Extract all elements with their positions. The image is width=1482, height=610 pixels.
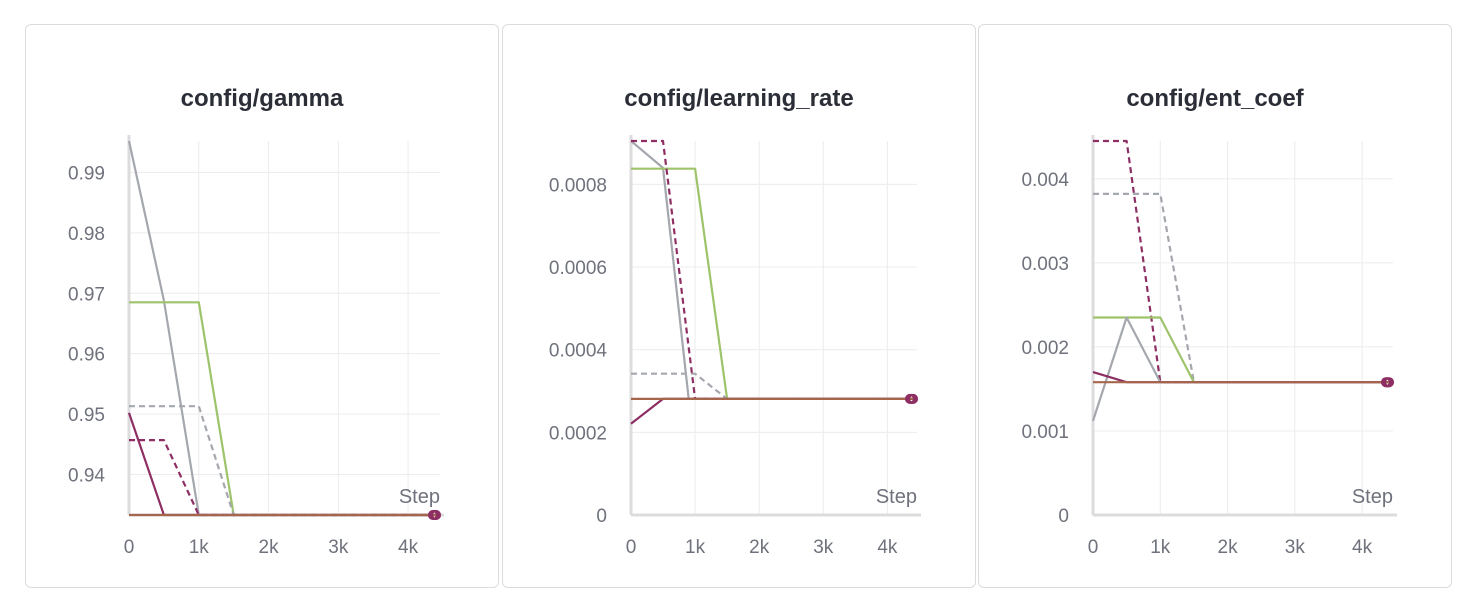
line-chart-gamma[interactable]: 0.94 0.95 0.96 0.97 0.98 0.99 0 1k 2k 3k 4k Step (26, 25, 498, 587)
y-tick-label: 0.0002 (549, 423, 607, 444)
y-tick-label: 0.95 (68, 405, 105, 426)
y-tick-label: 0.94 (68, 466, 105, 487)
y-tick-label: 0.0004 (549, 341, 608, 362)
x-tick-label: 2k (749, 537, 770, 558)
series-line[interactable] (1093, 192, 1389, 384)
x-axis-label: Step (399, 486, 440, 508)
series-line[interactable] (1092, 371, 1389, 384)
line-chart-learning-rate[interactable]: 0 0.0002 0.0004 0.0006 0.0008 0 1k 2k 3k 4k Step (503, 25, 975, 587)
series-line[interactable] (1093, 316, 1389, 384)
x-tick-label: 0 (124, 537, 135, 558)
x-tick-label: 3k (1285, 537, 1306, 558)
chart-title: config/ent_coef (1126, 85, 1304, 112)
x-tick-label: 4k (1352, 537, 1373, 558)
chart-panel-learning-rate[interactable]: config/learning_rate 0 0.0002 0.0004 0.0006… (502, 24, 976, 588)
y-tick-label: 0.001 (1021, 422, 1069, 443)
y-tick-label: 0.99 (68, 163, 105, 184)
y-tick-label: 0.004 (1021, 170, 1069, 191)
series-line[interactable] (630, 397, 913, 425)
series-line[interactable] (1091, 316, 1389, 422)
series-line[interactable] (1093, 139, 1389, 384)
chart-title: config/learning_rate (624, 85, 854, 112)
x-tick-label: 2k (1218, 537, 1239, 558)
x-tick-label: 0 (626, 537, 637, 558)
y-tick-label: 0.003 (1021, 254, 1069, 275)
x-axis-label: Step (876, 486, 917, 508)
y-tick-label: 0.0008 (549, 175, 607, 196)
series-line[interactable] (127, 140, 436, 517)
x-tick-label: 4k (398, 537, 419, 558)
series-end-marker (905, 393, 915, 404)
x-tick-label: 3k (328, 537, 349, 558)
series-line[interactable] (129, 439, 436, 517)
x-tick-label: 4k (877, 537, 898, 558)
chart-panel-ent-coef[interactable]: config/ent_coef 0 0.001 0.002 0.003 0.004 0 1k… (978, 24, 1452, 588)
y-tick-label: 0 (596, 506, 607, 527)
line-chart-ent-coef[interactable]: 0 0.001 0.002 0.003 0.004 0 1k 2k 3k 4k Step (979, 25, 1451, 587)
x-tick-label: 1k (685, 537, 706, 558)
chart-panel-gamma[interactable]: config/gamma 0.94 0.95 0.96 0.97 0.98 0.99 0 1k… (25, 24, 499, 588)
x-axis-label: Step (1352, 486, 1393, 508)
y-tick-label: 0 (1058, 506, 1069, 527)
y-tick-label: 0.98 (68, 224, 105, 245)
x-tick-label: 0 (1088, 537, 1099, 558)
y-tick-label: 0.96 (68, 345, 105, 366)
x-tick-label: 2k (259, 537, 280, 558)
series-line[interactable] (631, 167, 913, 400)
chart-title: config/gamma (180, 85, 344, 112)
series-line[interactable] (631, 372, 913, 400)
series-end-marker (428, 510, 438, 520)
y-tick-label: 0.0006 (549, 258, 607, 279)
y-tick-label: 0.97 (68, 284, 105, 305)
x-tick-label: 1k (189, 537, 210, 558)
x-tick-label: 1k (1150, 537, 1171, 558)
series-line[interactable] (129, 405, 436, 517)
series-line[interactable] (129, 301, 436, 517)
series-end-marker (1381, 377, 1391, 388)
series-line[interactable] (630, 140, 913, 400)
y-tick-label: 0.002 (1021, 338, 1069, 359)
x-tick-label: 3k (813, 537, 834, 558)
